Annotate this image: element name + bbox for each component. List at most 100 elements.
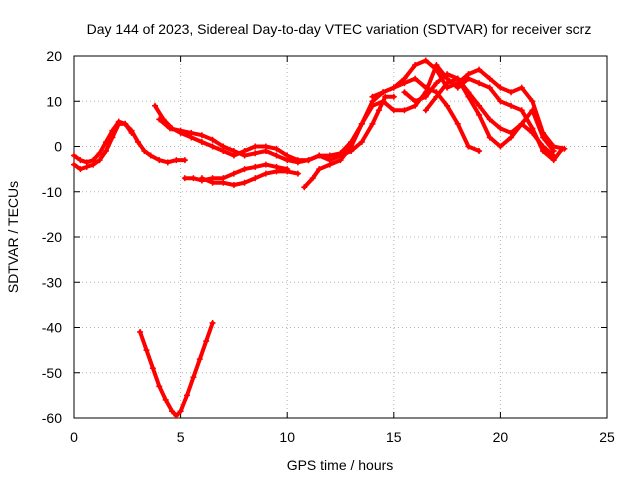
data-point: [190, 374, 197, 381]
data-point: [241, 179, 248, 186]
grid-lines: [74, 56, 607, 418]
data-point: [454, 75, 461, 82]
data-point: [209, 179, 216, 186]
data-point: [156, 157, 163, 164]
data-point: [209, 136, 216, 143]
data-point: [358, 120, 365, 127]
data-point: [390, 93, 397, 100]
data-point: [262, 148, 269, 155]
data-point: [109, 127, 116, 134]
data-point: [529, 129, 536, 136]
data-point: [369, 102, 376, 109]
data-point: [316, 166, 323, 173]
data-point: [486, 134, 493, 141]
data-point: [412, 75, 419, 82]
data-point: [444, 102, 451, 109]
data-point: [156, 383, 163, 390]
data-point: [433, 80, 440, 87]
data-point: [382, 93, 389, 100]
data-point: [149, 365, 156, 372]
data-point: [230, 148, 237, 155]
series-trail: [72, 119, 134, 165]
data-point: [476, 80, 483, 87]
data-point: [196, 356, 203, 363]
data-point: [96, 157, 103, 164]
chart-title: Day 144 of 2023, Sidereal Day-to-day VTE…: [87, 21, 592, 37]
data-point: [273, 145, 280, 152]
data-point: [369, 93, 376, 100]
data-point: [337, 150, 344, 157]
data-point: [497, 98, 504, 105]
data-point: [181, 157, 188, 164]
data-point: [444, 71, 451, 78]
data-point: [122, 120, 129, 127]
data-point: [156, 116, 163, 123]
data-point: [529, 107, 536, 114]
data-point: [252, 163, 259, 170]
data-point: [164, 159, 171, 166]
y-axis-label: SDTVAR / TECUs: [5, 181, 21, 293]
data-point: [252, 150, 259, 157]
data-point: [152, 102, 159, 109]
data-point: [220, 179, 227, 186]
data-point: [190, 175, 197, 182]
data-point: [177, 408, 184, 415]
x-tick-label: 25: [599, 429, 615, 445]
data-point: [476, 111, 483, 118]
data-point: [198, 138, 205, 145]
data-point: [128, 129, 135, 136]
data-point: [284, 168, 291, 175]
data-point: [115, 118, 122, 125]
data-point: [518, 120, 525, 127]
data-point: [147, 152, 154, 159]
data-point: [141, 148, 148, 155]
data-point: [102, 138, 109, 145]
data-point: [173, 157, 180, 164]
y-tick-label: -60: [42, 410, 62, 426]
data-point: [518, 107, 525, 114]
data-point: [412, 98, 419, 105]
data-point: [71, 152, 77, 159]
data-point: [241, 166, 248, 173]
series-arc7: [301, 62, 566, 191]
x-tick-labels: 0 5 10 15 20 25: [70, 429, 615, 445]
data-point: [508, 134, 515, 141]
x-axis-label: GPS time / hours: [287, 457, 394, 473]
data-point: [486, 116, 493, 123]
data-point: [540, 134, 547, 141]
data-point: [83, 159, 90, 166]
data-point: [183, 392, 190, 399]
data-point: [476, 148, 483, 155]
y-tick-label: 0: [54, 139, 62, 155]
data-point: [262, 161, 269, 168]
data-point: [77, 157, 84, 164]
data-point: [326, 152, 333, 159]
data-point: [486, 75, 493, 82]
data-point: [273, 152, 280, 159]
data-point: [380, 89, 387, 96]
data-point: [337, 157, 344, 164]
data-point: [497, 143, 504, 150]
data-point: [137, 329, 144, 336]
data-point: [301, 184, 308, 191]
data-point: [209, 319, 216, 326]
x-tick-label: 5: [177, 429, 185, 445]
y-tick-label: 10: [46, 93, 62, 109]
axis-ticks: [73, 55, 608, 419]
data-point: [518, 84, 525, 91]
data-point: [169, 408, 176, 415]
data-point: [465, 93, 472, 100]
data-point: [134, 138, 141, 145]
data-point: [508, 102, 515, 109]
data-point: [309, 175, 316, 182]
data-point: [401, 107, 408, 114]
data-point: [220, 143, 227, 150]
data-point: [71, 161, 77, 168]
data-point: [198, 132, 205, 139]
data-point: [401, 75, 408, 82]
data-point: [252, 175, 259, 182]
x-tick-label: 0: [70, 429, 78, 445]
series-trail: [138, 321, 215, 418]
data-point: [390, 84, 397, 91]
